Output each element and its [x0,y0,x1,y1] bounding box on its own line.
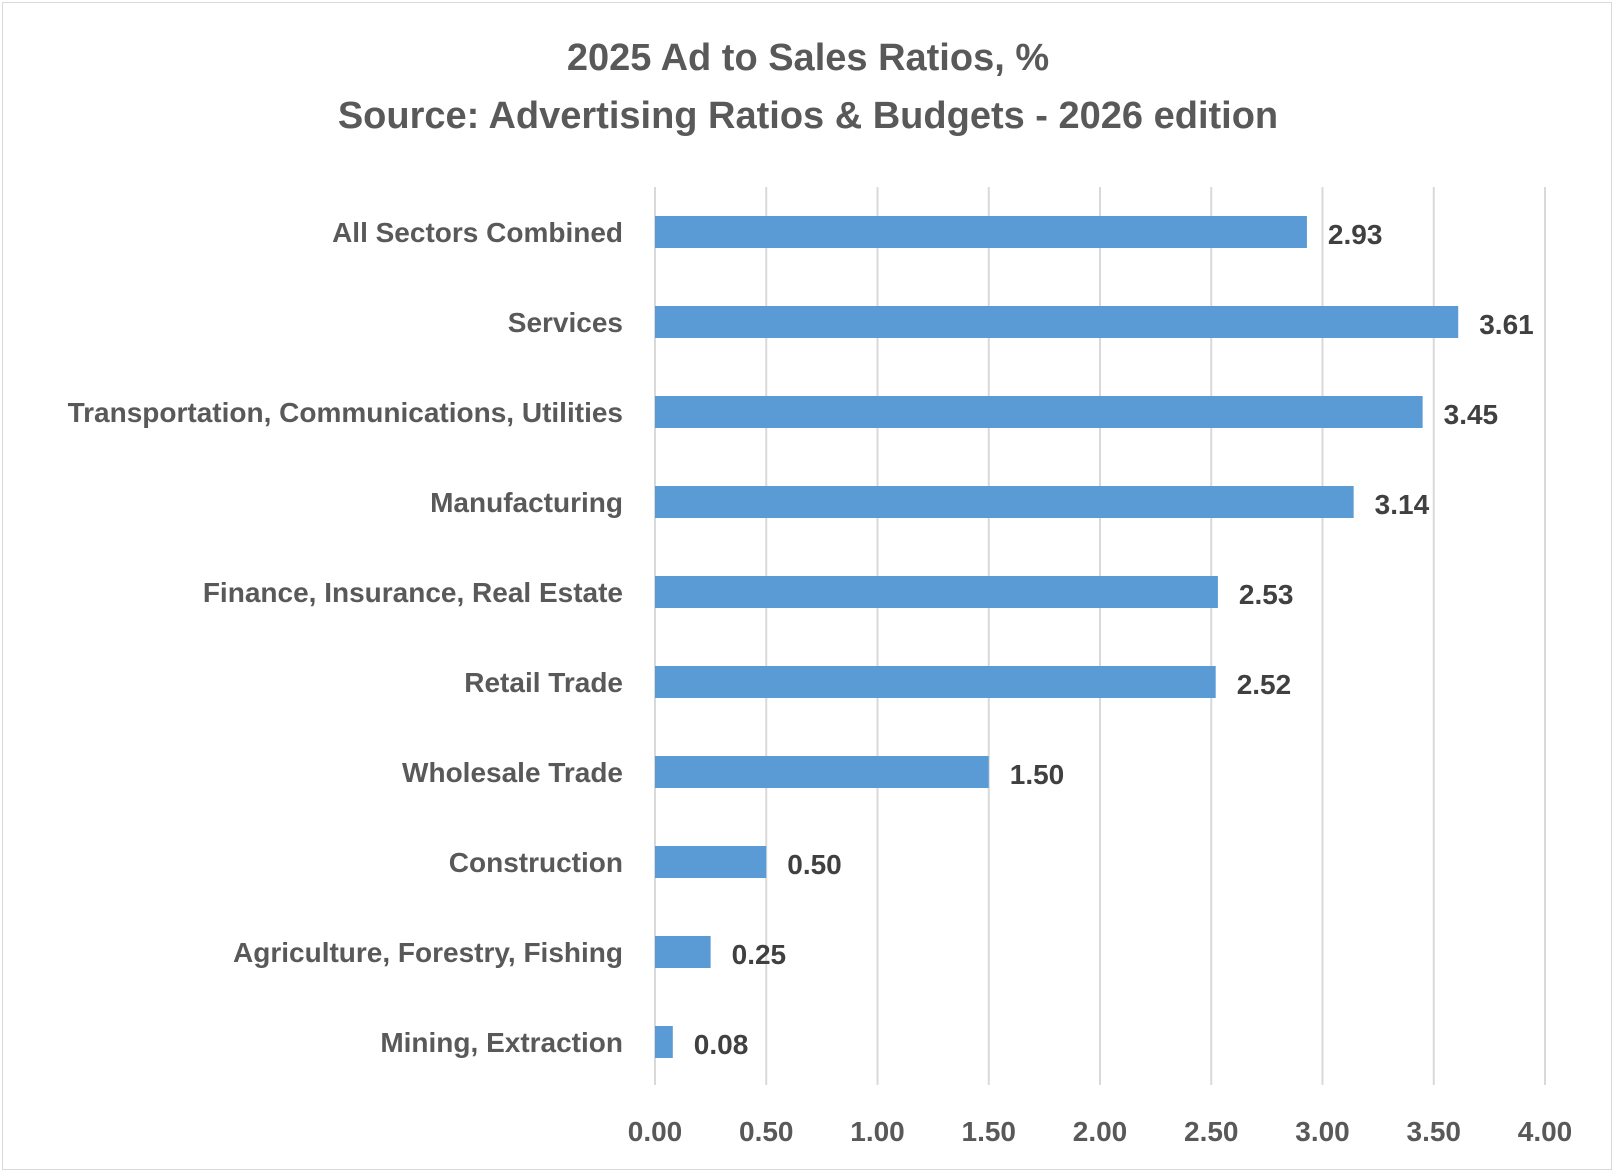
bar [655,1026,673,1058]
category-label: Mining, Extraction [380,1027,623,1058]
data-label: 2.53 [1239,579,1294,610]
bar [655,216,1307,248]
bar [655,486,1354,518]
category-label: Retail Trade [464,667,623,698]
x-tick-label: 0.00 [628,1116,683,1147]
data-label: 0.08 [694,1029,749,1060]
x-tick-label: 2.00 [1073,1116,1128,1147]
category-label: Agriculture, Forestry, Fishing [233,937,623,968]
chart-title-line: 2025 Ad to Sales Ratios, % [566,37,1050,79]
bar [655,396,1423,428]
category-label: All Sectors Combined [332,217,623,248]
category-label: Construction [449,847,623,878]
x-tick-label: 3.50 [1407,1116,1462,1147]
category-label: Wholesale Trade [402,757,623,788]
x-tick-label: 2.50 [1184,1116,1239,1147]
category-label: Finance, Insurance, Real Estate [203,577,623,608]
data-label: 3.14 [1375,489,1430,520]
x-tick-label: 0.50 [739,1116,794,1147]
data-label: 0.50 [787,849,842,880]
bar [655,666,1216,698]
bar [655,846,767,878]
data-label: 3.61 [1479,309,1534,340]
data-label: 2.52 [1237,669,1292,700]
x-tick-label: 3.00 [1295,1116,1350,1147]
bar [655,576,1218,608]
data-label: 3.45 [1444,399,1499,430]
category-label: Transportation, Communications, Utilitie… [68,397,623,428]
x-tick-label: 1.00 [850,1116,905,1147]
x-tick-label: 1.50 [962,1116,1017,1147]
category-label: Services [508,307,623,338]
data-label: 2.93 [1328,219,1383,250]
data-label: 1.50 [1010,759,1065,790]
category-label: Manufacturing [430,487,623,518]
chart-subtitle-line: Source: Advertising Ratios & Budgets - 2… [337,95,1279,137]
chart-title: 2025 Ad to Sales Ratios, % Source: Adver… [0,29,1616,145]
bar [655,936,711,968]
bar [655,306,1459,338]
data-label: 0.25 [732,939,787,970]
x-tick-label: 4.00 [1518,1116,1573,1147]
bar [655,756,989,788]
